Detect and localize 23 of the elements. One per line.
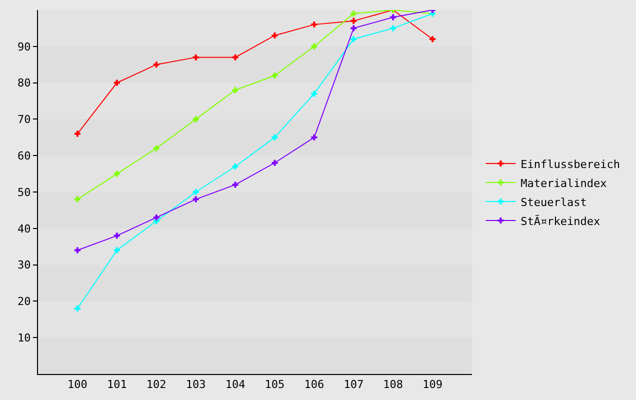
x-tick-label: 101 [106, 378, 127, 392]
y-tick-label: 70 [18, 113, 31, 126]
y-tick-label: 20 [18, 295, 31, 308]
legend-label: Materialindex [520, 176, 608, 190]
legend-label: Steuerlast [520, 196, 587, 209]
x-tick-label: 107 [344, 378, 364, 392]
x-tick-label: 108 [383, 378, 404, 392]
x-tick-label: 105 [264, 378, 285, 392]
y-tick-label: 80 [18, 76, 31, 90]
y-tick-label: 30 [18, 258, 31, 272]
y-tick-label: 60 [18, 149, 31, 162]
y-tick-label: 90 [18, 40, 31, 54]
y-tick-label: 40 [18, 222, 31, 236]
x-tick-label: 106 [304, 378, 324, 392]
x-tick-label: 104 [225, 378, 246, 392]
x-tick-label: 100 [68, 378, 88, 392]
x-tick-label: 109 [422, 378, 442, 392]
y-tick-label: 50 [18, 186, 31, 199]
legend-label: Einflussbereich [520, 158, 620, 171]
x-tick-label: 102 [146, 378, 166, 392]
x-tick-label: 103 [186, 378, 206, 392]
legend-label: StÃ¤rkeindex [520, 214, 601, 228]
y-tick-label: 10 [18, 331, 31, 344]
